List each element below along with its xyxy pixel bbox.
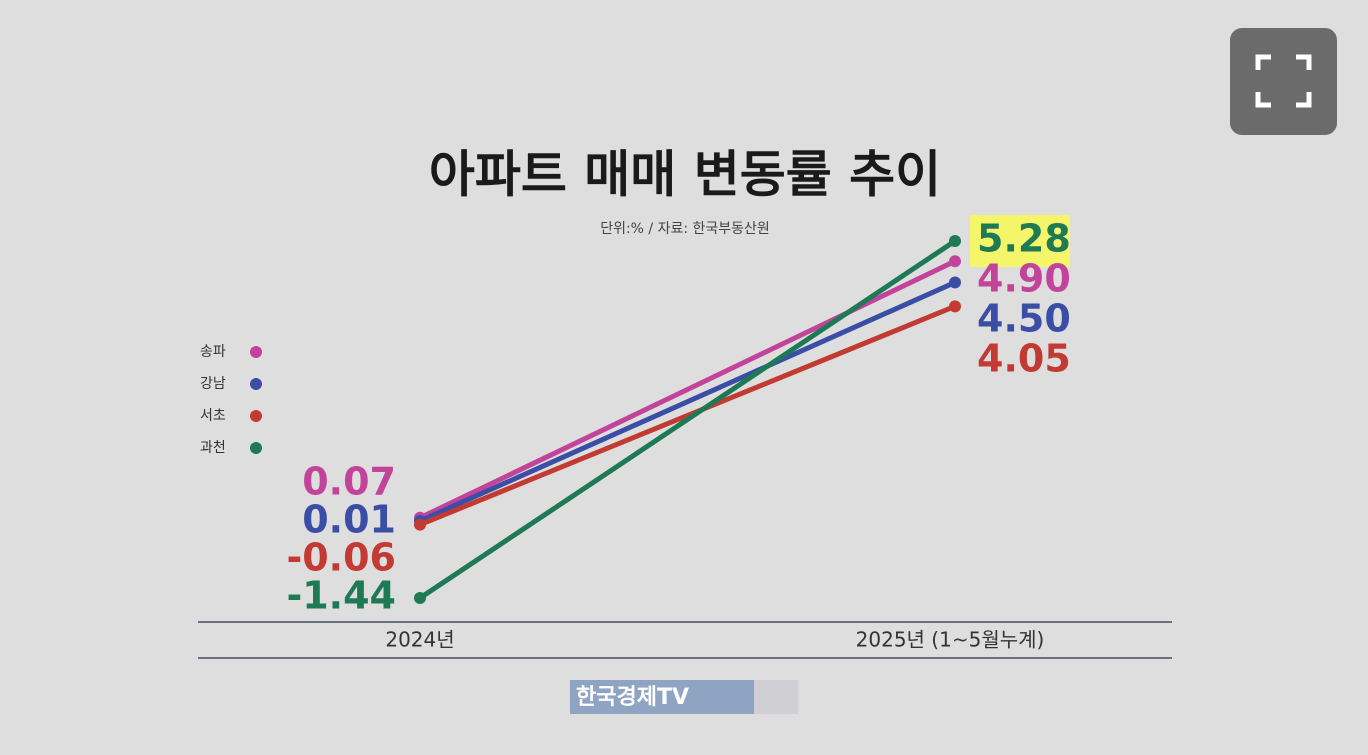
chart-subtitle: 단위:% / 자료: 한국부동산원	[600, 221, 770, 237]
chart-title: 아파트 매매 변동률 추이	[429, 146, 941, 204]
fullscreen-bg[interactable]	[1230, 28, 1337, 135]
point	[414, 592, 426, 604]
legend-label: 서초	[200, 408, 226, 424]
point	[949, 300, 961, 313]
series-line	[418, 238, 957, 601]
point	[949, 235, 961, 247]
legend-dot	[250, 442, 262, 454]
legend-dot	[250, 346, 262, 358]
series-line	[418, 280, 957, 524]
legend-dot	[250, 410, 262, 422]
series-line	[419, 304, 956, 528]
value-label: 0.07	[302, 460, 396, 504]
value-label: 5.28	[977, 217, 1071, 261]
legend-label: 과천	[200, 440, 226, 456]
value-label: -0.06	[286, 536, 396, 580]
point	[414, 518, 426, 531]
x-tick-label: 2024년	[385, 628, 454, 652]
value-label: -1.44	[286, 574, 396, 618]
fullscreen-button[interactable]	[1230, 28, 1337, 135]
legend-dot	[250, 378, 262, 390]
value-label: 0.01	[302, 498, 396, 542]
series-line	[418, 258, 957, 521]
watermark: 한국경제TV	[576, 685, 689, 710]
legend-label: 송파	[200, 344, 226, 360]
value-label: 4.90	[977, 257, 1071, 301]
legend-label: 강남	[200, 376, 226, 392]
point	[949, 255, 961, 268]
watermark-bg	[570, 680, 754, 714]
fullscreen-icon[interactable]	[1255, 54, 1312, 108]
point	[949, 276, 961, 289]
x-tick-label: 2025년 (1~5월누계)	[856, 628, 1045, 652]
value-highlight	[970, 215, 1070, 267]
value-label: 4.50	[977, 297, 1071, 341]
value-label: 4.05	[977, 337, 1071, 381]
